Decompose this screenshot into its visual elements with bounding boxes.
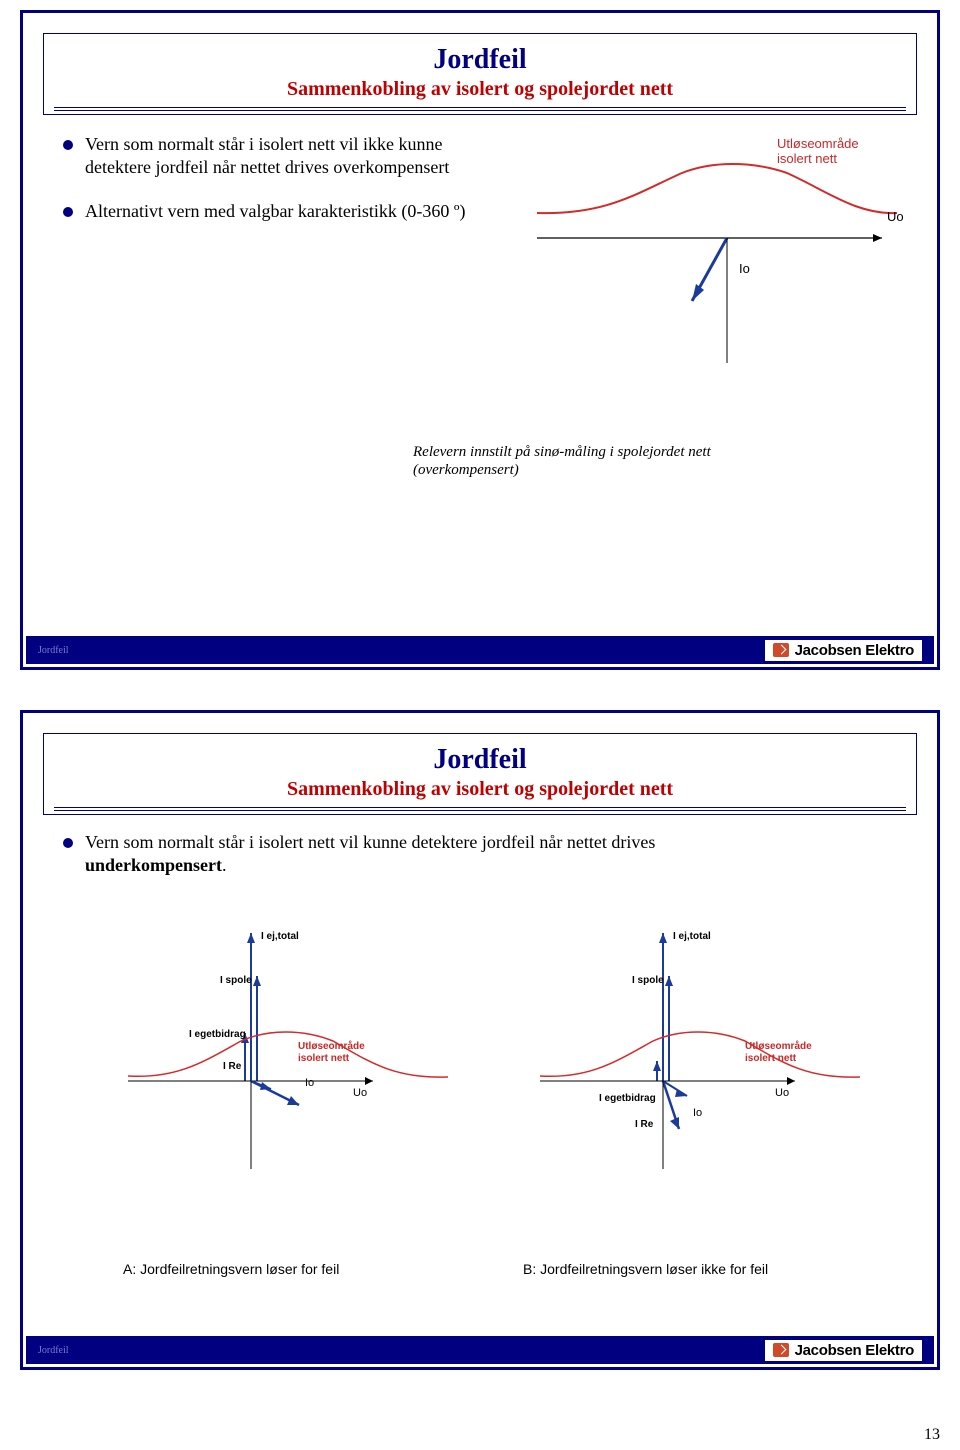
lbl-total: I ej,total (673, 931, 711, 942)
bullet-item: Vern som normalt står i isolert nett vil… (63, 133, 493, 180)
io-label: Io (693, 1107, 702, 1119)
bullet-text: Vern som normalt står i isolert nett vil… (85, 133, 493, 180)
slide-2: Jordfeil Sammenkobling av isolert og spo… (20, 710, 940, 1370)
arrowhead-icon (692, 284, 704, 301)
bullet-text-bold: underkompensert (85, 855, 222, 875)
bullet-dot-icon (63, 207, 73, 217)
diagram-caption: Relevern innstilt på sinø-måling i spole… (413, 443, 763, 479)
brand-name: Jacobsen Elektro (795, 642, 914, 659)
lbl-spole: I spole (220, 975, 252, 986)
diagram-relay-characteristic: Utløseområde isolert nett Uo Io (527, 103, 907, 383)
bullet-text: Vern som normalt står i isolert nett vil… (85, 831, 655, 878)
slide-footer: Jordfeil Jacobsen Elektro (26, 1336, 934, 1364)
relay-curve (128, 1032, 448, 1077)
region-label: Utløseområde (745, 1040, 812, 1052)
bullet-item: Vern som normalt står i isolert nett vil… (63, 831, 843, 878)
caption-b: B: Jordfeilretningsvern løser ikke for f… (523, 1261, 768, 1277)
x-axis-label: Uo (353, 1087, 367, 1099)
bullet-dot-icon (63, 140, 73, 150)
footer-brand-box: Jacobsen Elektro (765, 640, 922, 661)
title-frame: Jordfeil Sammenkobling av isolert og spo… (43, 733, 917, 815)
bullet-item: Alternativt vern med valgbar karakterist… (63, 200, 493, 223)
diagram-captions: A: Jordfeilretningsvern løser for feil B… (123, 1261, 887, 1277)
slide-subtitle: Sammenkobling av isolert og spolejordet … (44, 778, 916, 807)
diagram-row: I ej,total I spole I egetbidrag I Re Utl… (123, 921, 887, 1221)
bullet-text-part: Vern som normalt står i isolert nett vil… (85, 832, 655, 852)
region-label-2: isolert nett (298, 1053, 350, 1064)
arrowhead-icon (873, 234, 882, 242)
slide-footer: Jordfeil Jacobsen Elektro (26, 636, 934, 664)
diagram-b: I ej,total I spole I egetbidrag I Re Utl… (535, 921, 887, 1221)
footer-brand-box: Jacobsen Elektro (765, 1340, 922, 1361)
page-number: 13 (924, 1426, 940, 1444)
x-axis-label: Uo (775, 1087, 789, 1099)
title-divider (54, 807, 906, 810)
brand-logo-icon (773, 643, 789, 657)
lbl-total: I ej,total (261, 931, 299, 942)
brand-logo-icon (773, 1343, 789, 1357)
bullet-list: Vern som normalt står i isolert nett vil… (63, 831, 843, 878)
footer-left-text: Jordfeil (38, 1345, 69, 1356)
io-label: Io (739, 261, 750, 276)
arrowhead-icon (253, 976, 261, 986)
relay-curve (537, 164, 897, 213)
diagram-a: I ej,total I spole I egetbidrag I Re Utl… (123, 921, 475, 1221)
x-axis-label: Uo (887, 209, 904, 224)
region-label-2: isolert nett (777, 151, 837, 166)
region-label: Utløseområde (298, 1040, 365, 1052)
region-label: Utløseområde (777, 136, 859, 151)
lbl-re: I Re (635, 1119, 654, 1130)
brand-name: Jacobsen Elektro (795, 1342, 914, 1359)
slide-content: Vern som normalt står i isolert nett vil… (63, 831, 907, 1317)
footer-left-text: Jordfeil (38, 645, 69, 656)
period: . (222, 855, 227, 875)
lbl-re: I Re (223, 1061, 242, 1072)
bullet-list: Vern som normalt står i isolert nett vil… (63, 133, 493, 223)
arrowhead-icon (247, 933, 255, 943)
slide-title: Jordfeil (44, 44, 916, 76)
lbl-spole: I spole (632, 975, 664, 986)
slide-content: Vern som normalt står i isolert nett vil… (63, 133, 907, 617)
bullet-dot-icon (63, 838, 73, 848)
caption-a: A: Jordfeilretningsvern løser for feil (123, 1261, 523, 1277)
lbl-eget: I egetbidrag (599, 1093, 656, 1104)
arrowhead-icon (653, 1061, 661, 1071)
arrowhead-icon (787, 1077, 795, 1085)
arrowhead-icon (659, 933, 667, 943)
io-label: Io (305, 1077, 314, 1089)
arrowhead-icon (675, 1089, 687, 1097)
slide-1: Jordfeil Sammenkobling av isolert og spo… (20, 10, 940, 670)
arrowhead-icon (665, 976, 673, 986)
lbl-eget: I egetbidrag (189, 1029, 246, 1040)
arrowhead-icon (365, 1077, 373, 1085)
slide-title: Jordfeil (44, 744, 916, 776)
relay-curve (540, 1032, 860, 1077)
region-label-2: isolert nett (745, 1053, 797, 1064)
bullet-text: Alternativt vern med valgbar karakterist… (85, 200, 465, 223)
